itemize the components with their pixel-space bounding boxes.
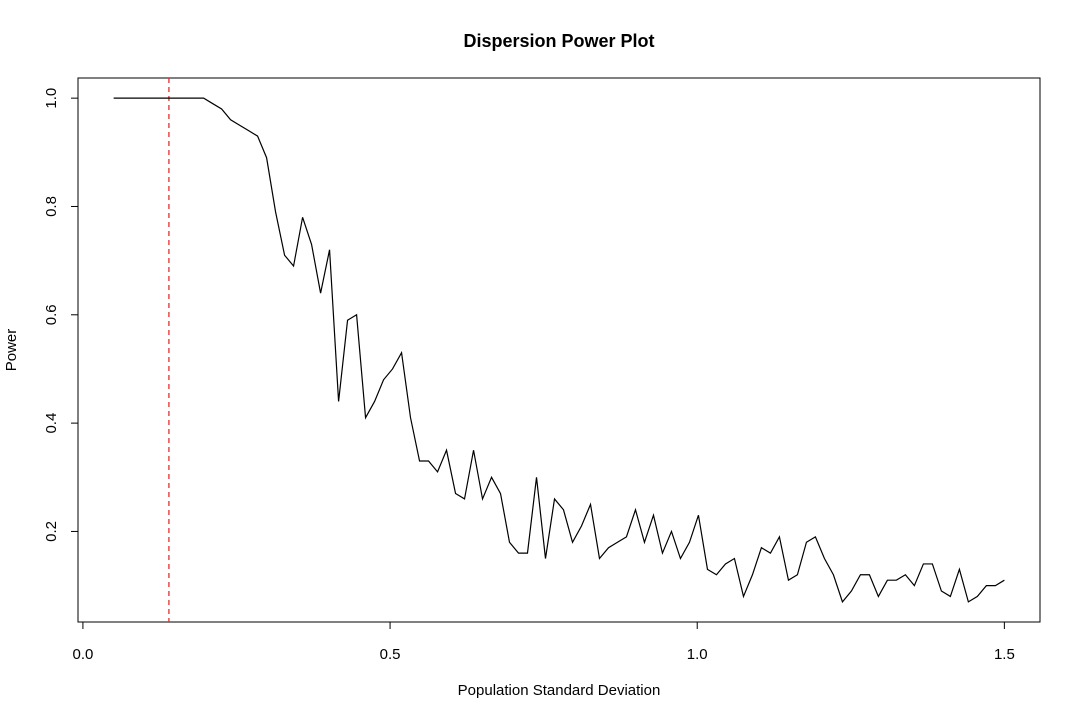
x-tick-label: 1.5 — [994, 646, 1015, 663]
y-tick-label: 1.0 — [43, 88, 60, 109]
y-axis-label: Power — [3, 329, 20, 372]
data-line — [113, 97, 1005, 604]
y-tick-label: 0.2 — [43, 521, 60, 542]
chart-title: Dispersion Power Plot — [463, 31, 654, 51]
plot-frame — [77, 77, 1041, 623]
x-tick-label: 1.0 — [687, 646, 708, 663]
x-axis-label: Population Standard Deviation — [458, 682, 661, 699]
y-tick-label: 0.8 — [43, 196, 60, 217]
y-tick-label: 0.6 — [43, 304, 60, 325]
x-tick-label: 0.5 — [380, 646, 401, 663]
y-tick-label: 0.4 — [43, 413, 60, 434]
x-tick-label: 0.0 — [72, 646, 93, 663]
